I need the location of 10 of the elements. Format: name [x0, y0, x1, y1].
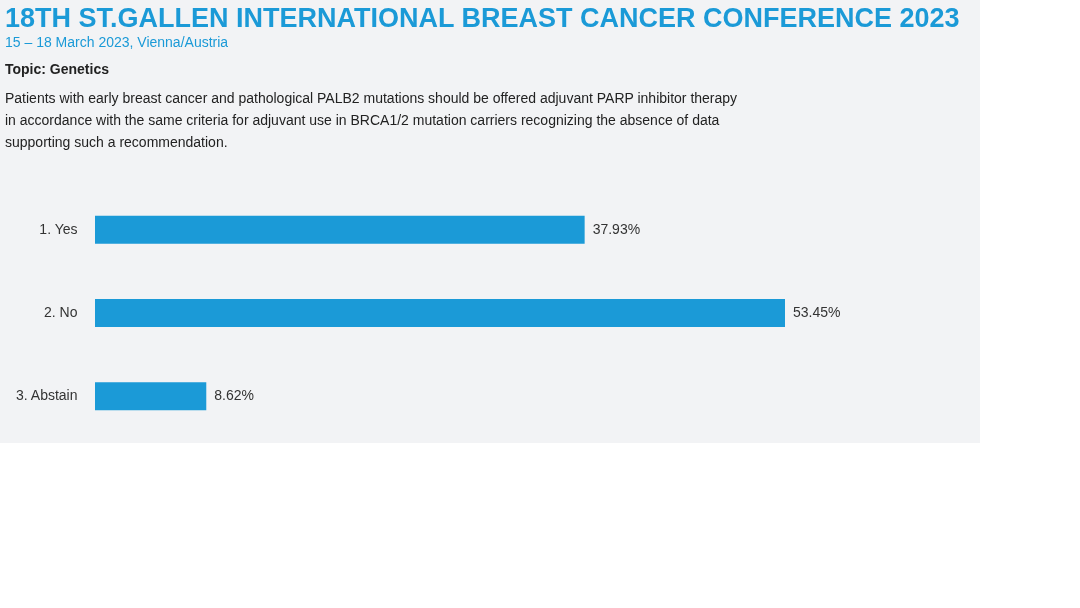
text: Patients with early breast cancer and pathological PALB2 mutations should be offered adjuvant PARP inhibitor therapy in accordance with the same criteria for adjuvant use in BRCA1/2 mutation carriers recognizing the absence of data supporting such a recommendation.	[5, 90, 738, 151]
chart-subtitle: 15 – 18 March 2023, Vienna/Austria	[5, 34, 229, 50]
y-tick-label: 3. Abstain	[16, 387, 78, 404]
text: Topic: Genetics	[5, 61, 110, 77]
y-tick-label: 2. No	[44, 304, 78, 320]
data-label: 37.93%	[592, 220, 641, 237]
data-label: 8.62%	[214, 387, 254, 404]
chart-title: 18TH ST.GALLEN INTERNATIONAL BREAST CANCER CONFERENCE 2023	[5, 3, 960, 33]
data-label: 53.45%	[793, 304, 841, 320]
y-tick-label: 1. Yes	[39, 220, 78, 237]
